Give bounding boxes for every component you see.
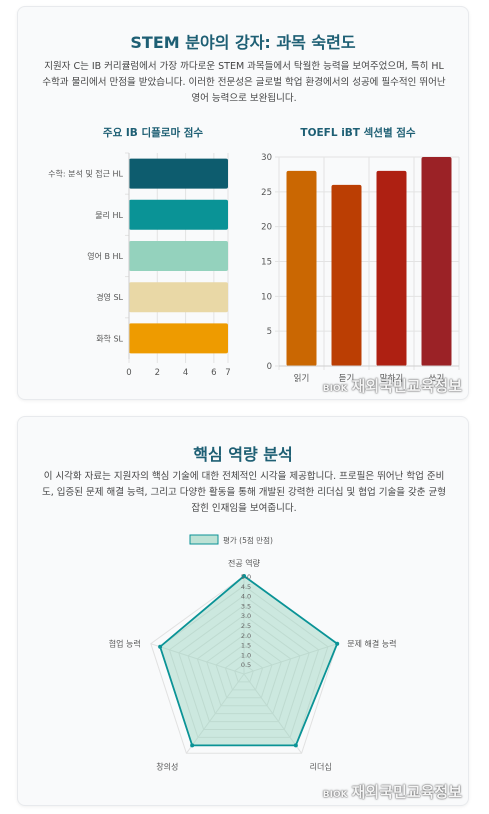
bar xyxy=(129,158,228,189)
watermark: BIOK 재외국민교육정보 xyxy=(322,377,462,395)
axis-label: 창의성 xyxy=(156,761,178,771)
x-tick-label: 2 xyxy=(155,368,160,378)
competency-radar-chart: 평가 (5점 만점) 0.5 1.01.5 2.0 2.5 3.0 3.54.0 4.5 5.0… xyxy=(109,534,396,771)
legend-swatch xyxy=(189,534,219,545)
r-tick-label: 1.0 xyxy=(241,651,251,659)
series-area xyxy=(159,574,339,747)
toefl-scores-bar-chart: 0 5 10 15 20 25 30 읽기 듣기 말하기 쓰기 xyxy=(261,153,460,384)
grid-ring xyxy=(224,653,264,691)
data-point xyxy=(158,644,163,649)
card-title: STEM 분야의 강자: 과목 숙련도 xyxy=(130,33,356,52)
bar xyxy=(331,184,362,366)
bar xyxy=(129,323,228,354)
grid-ring xyxy=(178,604,310,730)
y-tick-label: 5 xyxy=(267,327,272,337)
category-label: 영어 B HL xyxy=(87,251,123,261)
spoke xyxy=(185,673,245,754)
r-tick-label: 4.0 xyxy=(241,593,251,601)
data-point xyxy=(293,743,298,748)
bar xyxy=(129,199,228,230)
r-tick-label: 0.5 xyxy=(241,661,251,669)
r-tick-label: 3.5 xyxy=(241,602,251,610)
axis-label: 리더십 xyxy=(310,762,332,771)
r-tick-label: 3.0 xyxy=(241,612,251,620)
category-label: 읽기 xyxy=(294,374,310,384)
x-tick-label: 7 xyxy=(225,368,230,378)
grid-ring xyxy=(196,624,292,715)
toefl-chart-title: TOEFL iBT 섹션별 점수 xyxy=(300,127,416,139)
bar xyxy=(286,170,317,366)
bar xyxy=(421,157,452,366)
r-tick-label: 1.5 xyxy=(241,642,251,650)
category-label: 경영 SL xyxy=(96,292,123,302)
y-tick-label: 10 xyxy=(261,292,272,302)
x-tick-label: 6 xyxy=(211,368,216,378)
y-tick-label: 30 xyxy=(261,153,272,163)
y-tick-label: 20 xyxy=(261,223,272,233)
axis-label: 협업 능력 xyxy=(109,639,141,649)
spoke xyxy=(150,643,245,675)
category-label: 수학: 분석 및 접근 HL xyxy=(48,169,123,179)
category-label: 말하기 xyxy=(380,373,403,384)
bar xyxy=(376,170,407,366)
category-label: 물리 HL xyxy=(95,211,123,220)
y-tick-label: 0 xyxy=(267,362,272,372)
category-label: 듣기 xyxy=(339,374,355,384)
y-tick-label: 25 xyxy=(261,188,272,198)
data-point xyxy=(242,574,246,578)
subject-proficiency-card: STEM 분야의 강자: 과목 숙련도 지원자 C는 IB 커리큘럼에서 가장 … xyxy=(17,6,469,400)
data-point xyxy=(335,641,340,646)
ib-scores-bar-chart: 0 2 4 6 7 수학: 분석 및 접근 HL 물리 HL 영어 B HL 경영 SL 화학 S… xyxy=(48,152,231,378)
card-description: 지원자 C는 IB 커리큘럼에서 가장 까다로운 STEM 과목들에서 탁월한 … xyxy=(42,61,446,104)
r-tick-label: 2.5 xyxy=(241,622,251,630)
axis-label: 전공 역량 xyxy=(228,558,261,568)
category-label: 쓰기 xyxy=(429,374,445,384)
r-tick-label: 4.5 xyxy=(241,583,251,591)
grid-ring xyxy=(206,634,282,707)
axis-label: 문제 해결 능력 xyxy=(347,639,396,649)
watermark: BIOK 재외국민교육정보 xyxy=(322,783,462,801)
core-competency-card: 핵심 역량 분석 이 시각화 자료는 지원자의 핵심 기술에 대한 전체적인 시… xyxy=(17,416,469,806)
card-title: 핵심 역량 분석 xyxy=(193,445,293,464)
grid-ring xyxy=(234,663,254,683)
ib-chart-title: 주요 IB 디플로마 점수 xyxy=(102,127,204,139)
r-tick-label: 5.0 xyxy=(241,573,251,581)
spoke xyxy=(243,643,338,675)
grid-ring xyxy=(215,643,273,699)
legend-label: 평가 (5점 만점) xyxy=(223,535,273,545)
x-tick-label: 4 xyxy=(183,368,188,378)
grid-ring xyxy=(187,614,301,723)
category-label: 화학 SL xyxy=(96,333,123,343)
card-description: 이 시각화 자료는 지원자의 핵심 기술에 대한 전체적인 시각을 제공합니다.… xyxy=(42,471,446,514)
x-tick-label: 0 xyxy=(126,368,131,378)
bar xyxy=(129,282,228,313)
bar xyxy=(129,241,228,271)
y-tick-label: 15 xyxy=(261,258,272,268)
r-tick-label: 2.0 xyxy=(241,632,251,640)
grid-ring xyxy=(168,594,320,738)
data-point xyxy=(190,743,195,748)
spoke xyxy=(243,673,303,754)
